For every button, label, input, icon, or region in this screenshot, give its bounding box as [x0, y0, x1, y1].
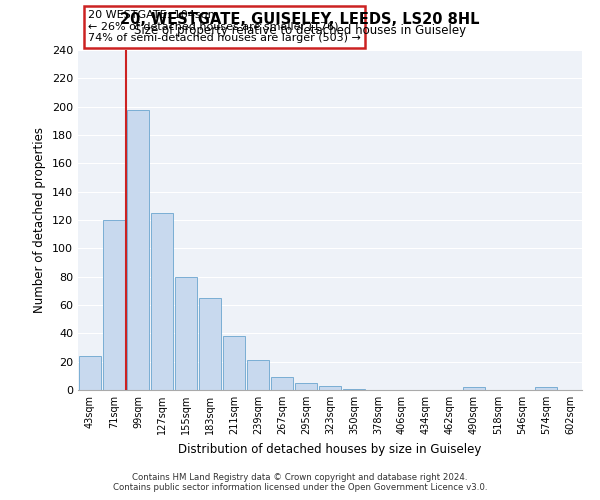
- Y-axis label: Number of detached properties: Number of detached properties: [34, 127, 46, 313]
- Text: 20 WESTGATE: 104sqm
← 26% of detached houses are smaller (176)
74% of semi-detac: 20 WESTGATE: 104sqm ← 26% of detached ho…: [88, 10, 361, 43]
- X-axis label: Distribution of detached houses by size in Guiseley: Distribution of detached houses by size …: [178, 442, 482, 456]
- Text: 20, WESTGATE, GUISELEY, LEEDS, LS20 8HL: 20, WESTGATE, GUISELEY, LEEDS, LS20 8HL: [120, 12, 480, 28]
- Bar: [319, 386, 341, 390]
- Bar: [463, 387, 485, 390]
- Bar: [295, 383, 317, 390]
- Bar: [223, 336, 245, 390]
- Bar: [271, 378, 293, 390]
- Bar: [535, 387, 557, 390]
- Bar: [127, 110, 149, 390]
- Bar: [175, 276, 197, 390]
- Text: Contains HM Land Registry data © Crown copyright and database right 2024.
Contai: Contains HM Land Registry data © Crown c…: [113, 473, 487, 492]
- Text: Size of property relative to detached houses in Guiseley: Size of property relative to detached ho…: [134, 24, 466, 37]
- Bar: [151, 213, 173, 390]
- Bar: [103, 220, 125, 390]
- Bar: [343, 388, 365, 390]
- Bar: [79, 356, 101, 390]
- Bar: [199, 298, 221, 390]
- Bar: [247, 360, 269, 390]
